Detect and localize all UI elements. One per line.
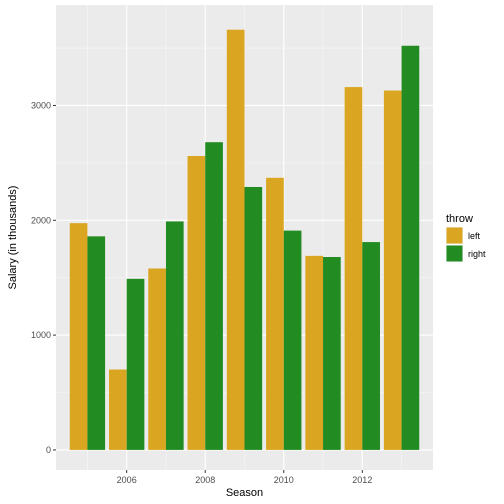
x-tick-label: 2006 <box>117 475 137 485</box>
y-tick-label: 0 <box>46 445 51 455</box>
bar-right <box>323 257 341 450</box>
y-axis-title: Salary (in thousands) <box>7 186 19 290</box>
bar-left <box>148 268 166 450</box>
bar-left <box>266 177 284 450</box>
legend-label-right: right <box>468 249 486 259</box>
x-axis: 2006 2008 2010 2012 <box>117 470 372 485</box>
bar-right <box>283 230 302 450</box>
x-axis-title: Season <box>226 487 263 499</box>
bar-left <box>109 369 127 450</box>
bar-left <box>187 155 206 450</box>
bar-left <box>344 87 363 450</box>
bar-right <box>126 278 145 450</box>
bar-left <box>383 90 402 450</box>
y-tick-label: 2000 <box>31 215 51 225</box>
x-tick-label: 2008 <box>195 475 215 485</box>
bar-right <box>401 45 420 450</box>
x-tick-label: 2012 <box>352 475 372 485</box>
legend-title: throw <box>446 213 473 225</box>
bar-right <box>244 186 263 450</box>
bar-left <box>305 255 324 450</box>
legend-swatch-right <box>446 245 463 262</box>
bar-right <box>362 242 380 450</box>
bar-right <box>87 236 106 450</box>
bar-right <box>165 221 184 450</box>
bar-left <box>226 29 245 450</box>
y-tick-label: 3000 <box>31 100 51 110</box>
legend-label-left: left <box>468 231 481 241</box>
legend: throw left right <box>446 213 486 262</box>
bars <box>69 29 420 450</box>
bar-right <box>205 142 223 450</box>
legend-swatch-left <box>446 227 463 244</box>
y-tick-label: 1000 <box>31 330 51 340</box>
bar-left <box>69 223 88 450</box>
x-tick-label: 2010 <box>274 475 294 485</box>
y-axis: 0 1000 2000 3000 <box>31 100 56 455</box>
